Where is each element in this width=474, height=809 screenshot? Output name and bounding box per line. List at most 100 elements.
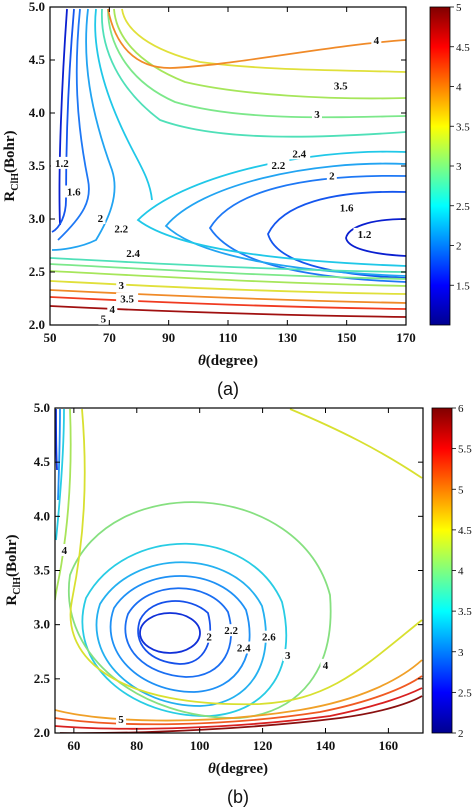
- contour-b-4: [69, 408, 423, 706]
- contour-b-2-8: [95, 561, 267, 707]
- contour-a-lower-3: [50, 270, 406, 287]
- contour-b-2-4: [124, 587, 232, 678]
- contour-label-bg: [98, 312, 109, 325]
- y-tick-label: 2.5: [34, 671, 51, 686]
- contour-label-bg: [62, 185, 85, 198]
- contour-label: 2.4: [237, 643, 251, 655]
- plot-frame-b: [54, 407, 424, 734]
- contour-label-bg: [116, 278, 127, 291]
- contour-lines-a: [50, 8, 406, 318]
- contour-label: 1.6: [340, 202, 354, 214]
- colorbar-tick-label: 2.5: [458, 687, 472, 699]
- contour-a-lower-2-6: [50, 257, 406, 273]
- colorbar-tick-label: 3.5: [458, 606, 472, 618]
- colorbar-tick-label: 2: [458, 728, 464, 740]
- contour-a-lower-4-5: [50, 296, 406, 310]
- y-tick-label: 3.5: [34, 563, 51, 578]
- contour-label: 1.6: [67, 187, 81, 199]
- contour-label-bg: [257, 630, 280, 643]
- colorbar-tick-label: 5: [458, 484, 464, 496]
- contour-label: 2.4: [292, 148, 306, 160]
- colorbar-a: [429, 6, 451, 326]
- colorbar-tick-label: 6: [458, 403, 464, 415]
- panel-label-a: (a): [217, 379, 239, 399]
- contour-b-6: [60, 695, 423, 733]
- contour-label-bg: [335, 201, 358, 214]
- x-tick-label: 140: [316, 738, 336, 753]
- contour-label: 3: [118, 280, 124, 292]
- contour-label-bg: [59, 544, 70, 556]
- contour-label-bg: [312, 108, 322, 121]
- contour-a-lower-2-8: [50, 263, 406, 280]
- contour-label-bg: [220, 624, 243, 637]
- contour-label: 4: [323, 660, 329, 672]
- contour-label: 2: [329, 171, 335, 183]
- x-tick-label: 110: [219, 330, 238, 345]
- contour-a-1-2-left: [58, 8, 68, 226]
- contour-b-3-5-upper: [55, 408, 72, 601]
- colorbar-b: [431, 407, 453, 734]
- colorbar-tick-label: 4: [456, 82, 462, 94]
- x-tick-label: 50: [44, 330, 57, 345]
- contour-label-bg: [326, 169, 337, 182]
- contour-a-1-2-right: [345, 218, 406, 257]
- contour-lines-b: [55, 408, 423, 733]
- y-tick-label: 4.0: [34, 508, 50, 523]
- contour-label-bg: [107, 303, 118, 316]
- contour-a-2-2-right: [164, 162, 406, 277]
- x-tick-label: 170: [396, 330, 416, 345]
- contour-label: 5: [118, 714, 124, 726]
- contour-b-2-6: [109, 575, 251, 693]
- contour-label-bg: [320, 658, 331, 671]
- contour-a-2-4-left: [94, 8, 153, 201]
- x-tick-label: 160: [379, 738, 399, 753]
- x-axis-title-a: θ(degree): [198, 353, 258, 369]
- contour-a-1-6-left: [51, 8, 75, 233]
- contour-label: 1.2: [55, 158, 69, 170]
- contour-label-bg: [95, 212, 106, 224]
- colorbar-tick-label: 3: [456, 161, 462, 173]
- y-tick-label: 3.5: [29, 158, 46, 173]
- y-tick-label: 4.0: [29, 105, 45, 120]
- contour-label: 4: [110, 304, 116, 316]
- contour-b-3-upper: [55, 408, 65, 541]
- contour-label: 1.2: [358, 229, 372, 241]
- contour-a-2-left: [57, 8, 90, 241]
- y-tick-label: 2.5: [29, 264, 46, 279]
- y-axis-title-b: RClH(Bohr): [4, 534, 23, 605]
- contour-label: 2.6: [262, 632, 276, 644]
- contour-label-bg: [353, 227, 376, 240]
- x-tick-label: 130: [278, 330, 298, 345]
- ticks-a: 50 70 90 110 130 150 170 2.0 2.5 3.0 3.5 4.0 4.5 5.0: [29, 0, 416, 345]
- x-tick-label: 100: [190, 738, 210, 753]
- colorbar-tick-label: 4: [458, 566, 464, 578]
- y-tick-label: 2.0: [29, 317, 45, 332]
- contour-label-bg: [204, 630, 215, 643]
- contour-label: 2.2: [272, 160, 286, 172]
- colorbar-tick-label: 5: [456, 2, 462, 14]
- x-tick-label: 150: [337, 330, 357, 345]
- y-tick-label: 4.5: [34, 454, 51, 469]
- contour-a-2-6: [101, 8, 406, 138]
- contour-a-4: [107, 8, 406, 69]
- contour-labels-b: 2 2.2 2.4 2.6 3 4 4 5: [59, 544, 331, 726]
- contour-label: 3: [314, 109, 320, 121]
- contour-label-bg: [232, 641, 255, 654]
- contour-b-5: [55, 675, 423, 726]
- y-tick-label: 5.0: [34, 400, 50, 415]
- contour-label-bg: [116, 713, 127, 725]
- colorbar-tick-label: 3: [458, 647, 464, 659]
- contour-label-bg: [371, 33, 382, 46]
- x-tick-label: 120: [253, 738, 273, 753]
- contour-label: 3.5: [334, 81, 348, 93]
- y-axis-title-a: RClH(Bohr): [2, 130, 21, 201]
- contour-label-bg: [116, 292, 139, 305]
- colorbar-ticks-a: 1.5 2 2.5 3 3.5 4 4.5 5: [450, 2, 470, 292]
- colorbar-ticks-b: 2 2.5 3 3.5 4 4.5 5 5.5 6: [452, 403, 472, 740]
- contour-b-4-5: [55, 659, 423, 722]
- panel-a: 50 70 90 110 130 150 1702.02.53.03.54.04.55.0 …: [2, 0, 470, 399]
- contour-a-lower-4: [50, 289, 406, 304]
- contour-label: 2.2: [114, 224, 128, 236]
- contour-a-2-2-left: [51, 8, 116, 251]
